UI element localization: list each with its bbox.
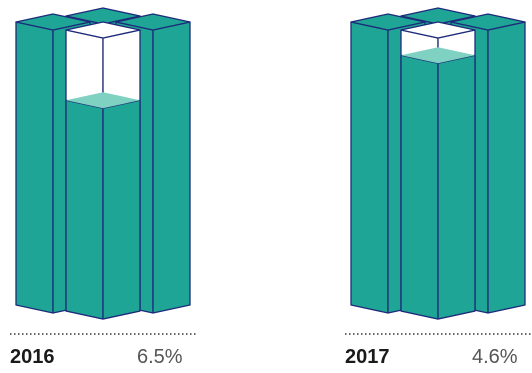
year-label-2017: 2017	[345, 346, 390, 368]
left-column-left-face	[15, 21, 54, 314]
center-column-fill-right	[102, 99, 141, 320]
center-column-fill-surface	[401, 47, 475, 64]
center-column-fill-left	[65, 99, 104, 320]
right-column-top-face	[450, 13, 526, 31]
center-column-fill-surface	[66, 92, 140, 109]
center-column-fill-left	[400, 54, 439, 320]
center-column-top-face	[400, 21, 476, 39]
right-column-right-face	[487, 21, 526, 314]
center-column	[400, 21, 476, 320]
left-column-top-face	[350, 13, 426, 31]
left-column-top-face	[15, 13, 91, 31]
back-column-top-face	[65, 7, 141, 25]
back-column-top-face	[400, 7, 476, 25]
right-column-right-face	[152, 21, 191, 314]
value-label-2017: 4.6%	[472, 346, 518, 368]
value-label-2016: 6.5%	[137, 346, 183, 368]
left-column-left-face	[350, 21, 389, 314]
year-label-2016: 2016	[10, 346, 55, 368]
bar-group-2017	[345, 7, 531, 335]
center-column-fill-right	[437, 54, 476, 320]
right-column-top-face	[115, 13, 191, 31]
bar-group-2016	[10, 7, 196, 335]
center-column	[65, 21, 141, 320]
center-column-top-face	[65, 21, 141, 39]
